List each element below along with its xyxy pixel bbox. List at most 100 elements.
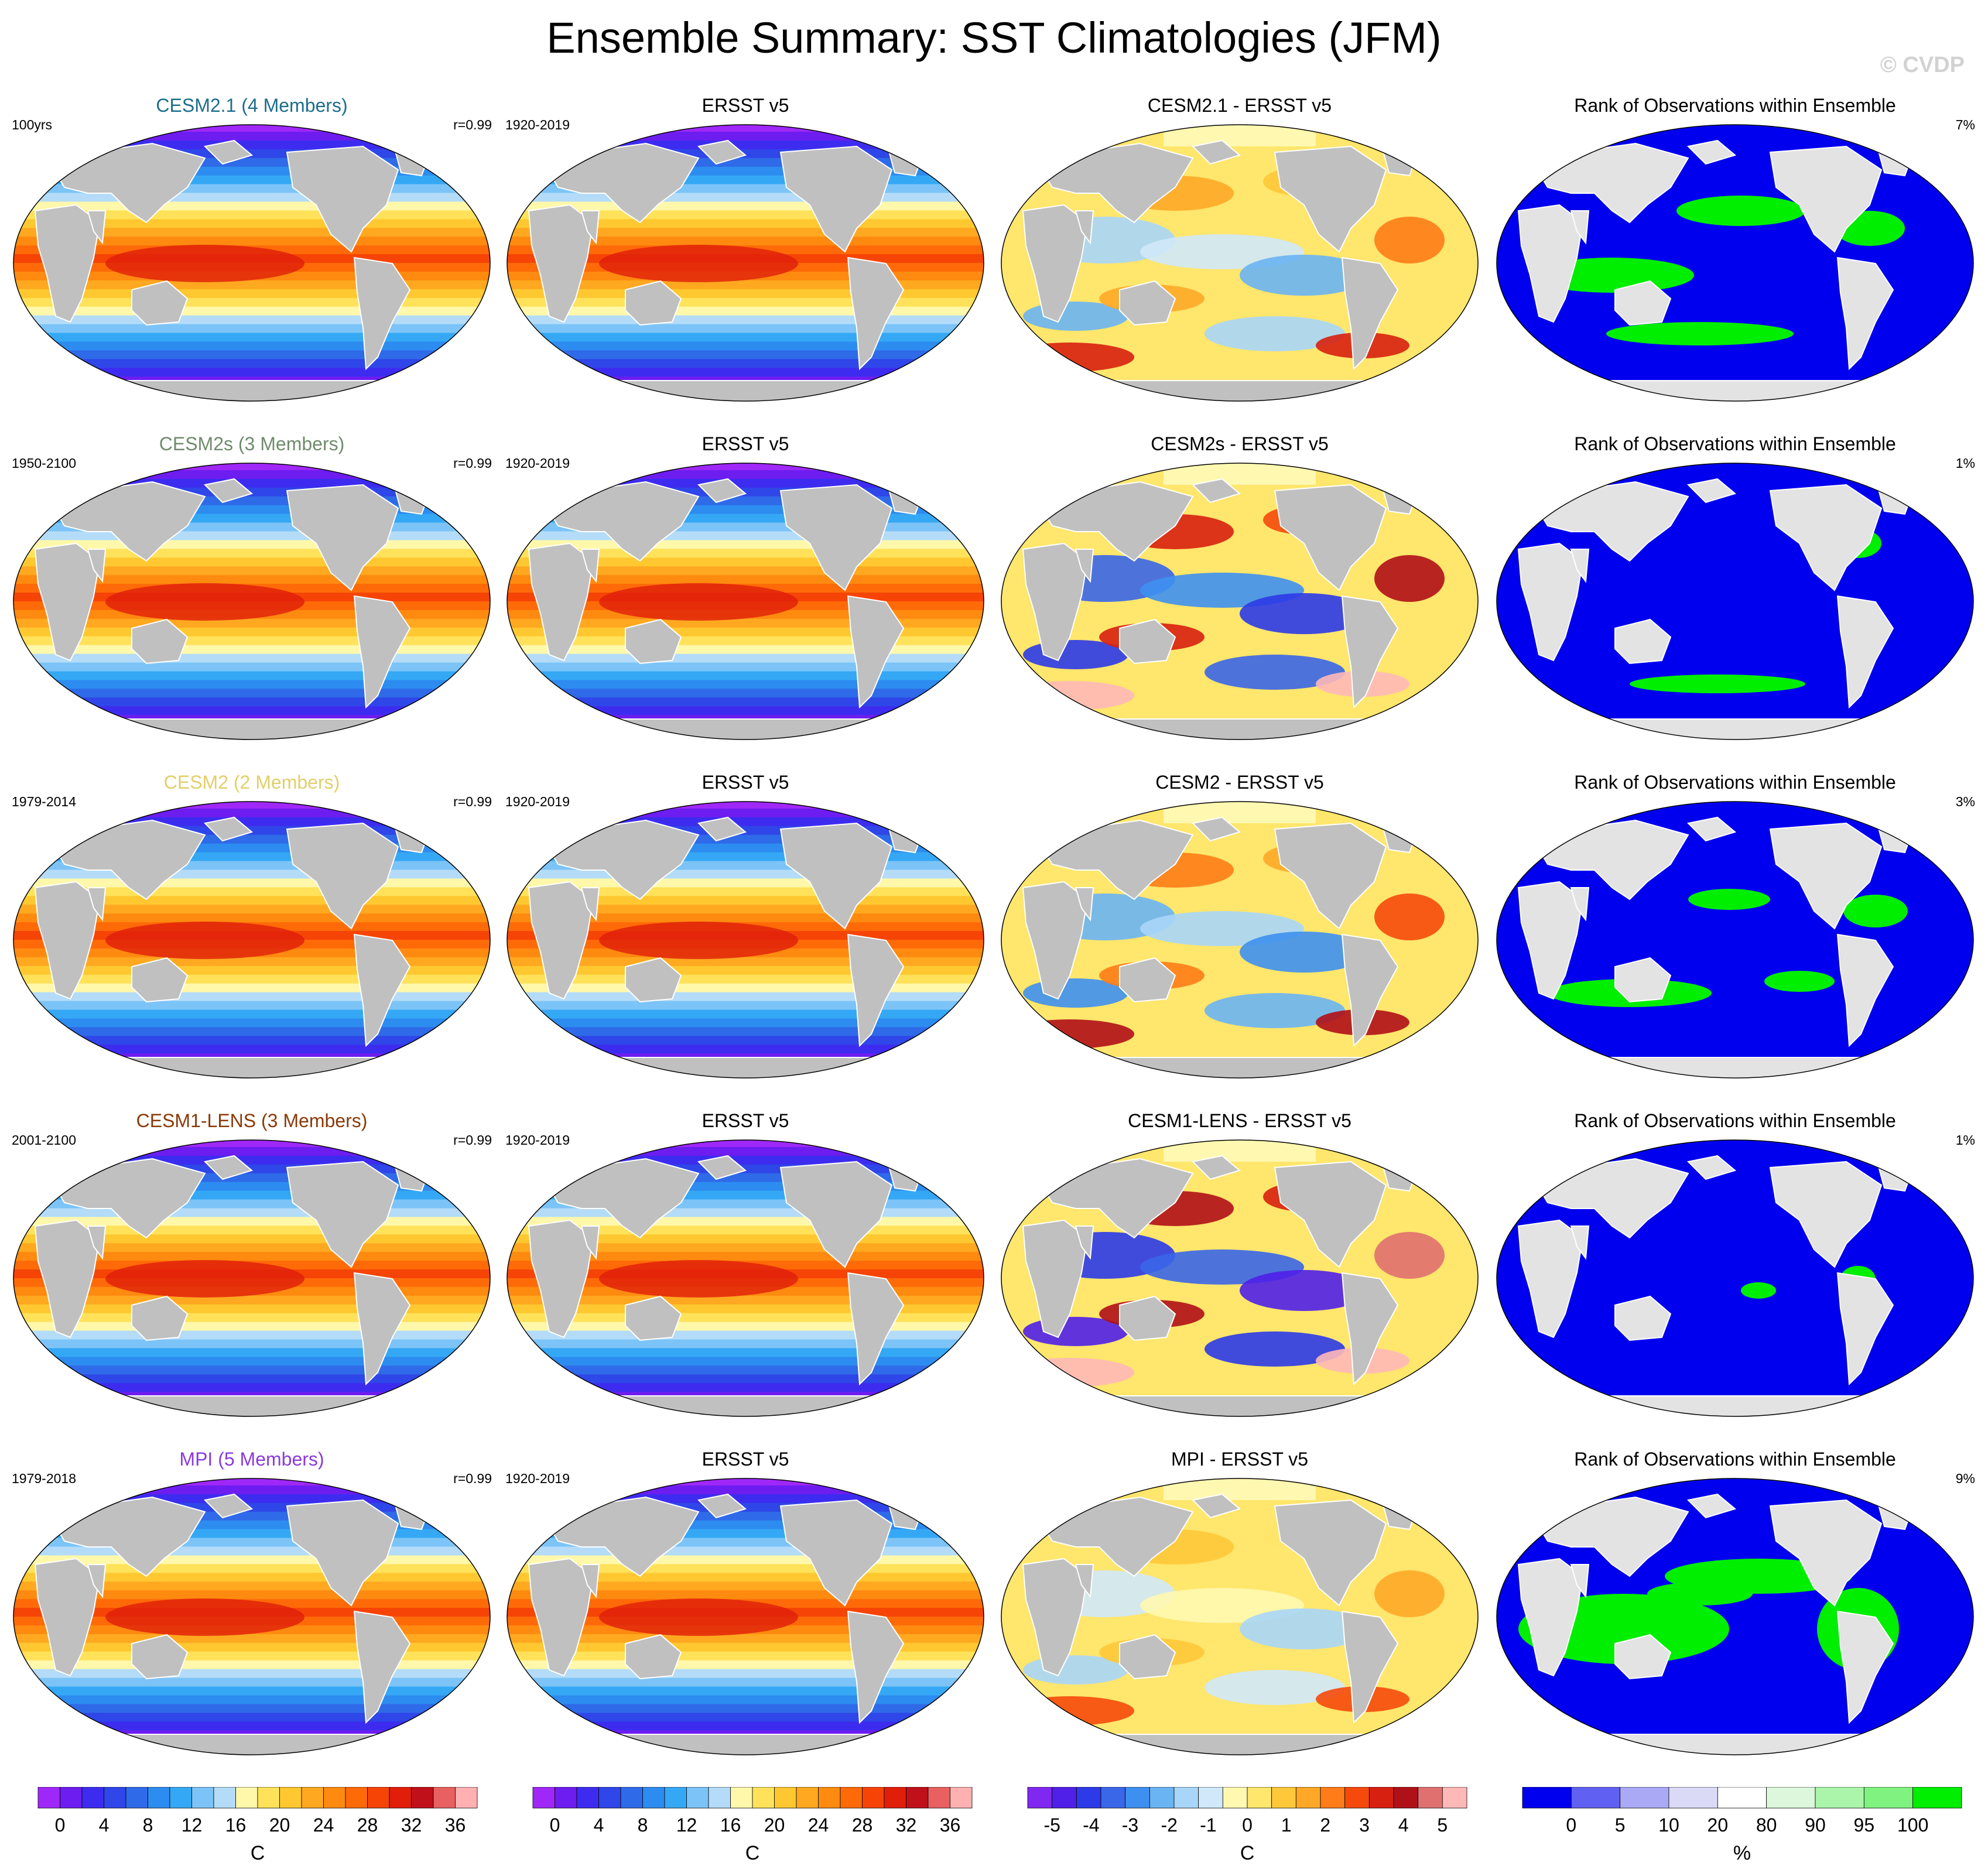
land-mask [580,210,600,245]
colorbar-tick-label: 36 [940,1815,961,1836]
land-mask [286,822,399,930]
land-mask [1075,1225,1094,1260]
anomaly-region [1374,1570,1445,1617]
land-mask [286,145,399,253]
land-mask [13,1734,490,1755]
land-mask [507,1395,984,1416]
diff-panel: CESM2s - ERSST v5 [1000,432,1480,747]
colorbar-swatch [433,1787,456,1809]
land-mask [1517,881,1584,1000]
land-mask [779,822,893,930]
colorbar-swatch [1320,1787,1346,1809]
sst-band [507,131,984,141]
land-mask [1022,1219,1089,1338]
model-map [13,124,491,402]
colorbar-swatch [1863,1787,1914,1809]
arctic-region [1164,1478,1316,1500]
panel-title: Rank of Observations within Ensemble [1574,1449,1896,1470]
rank-region [1676,196,1805,226]
colorbar-swatch [906,1787,929,1809]
warm-pool [105,245,304,282]
land-mask [580,1564,600,1598]
colorbar-swatch [1247,1787,1272,1809]
sst-band [13,1651,490,1661]
land-mask [1001,718,1478,740]
colorbar-tick-label: -1 [1200,1815,1216,1836]
colorbar-tick-label: 4 [99,1815,110,1836]
land-mask [847,933,905,1047]
sst-band [13,1045,490,1055]
sst-band [507,974,984,984]
sst-band [13,671,490,681]
land-mask [34,204,101,323]
map-outline [1001,801,1479,1079]
sst-band [507,1651,984,1661]
colorbar-tick-label: 10 [1658,1815,1679,1836]
land-mask [1001,1057,1478,1078]
land-mask [847,595,905,709]
land-mask [1836,256,1894,371]
sst-band [507,1502,984,1512]
model-panel: MPI (5 Members) 1979-2018 r=0.99 [12,1447,492,1762]
land-mask [1022,204,1089,323]
land-mask [1517,204,1584,323]
colorbar-tick-label: 4 [594,1815,604,1836]
anomaly-region [1240,932,1368,973]
land-mask [131,280,189,326]
land-mask [1614,957,1672,1003]
sst-band [507,689,984,699]
colorbar-tick-label: -2 [1161,1815,1177,1836]
colorbar-swatch [1717,1787,1767,1809]
colorbar-tick-label: 16 [720,1815,741,1836]
sst-band [13,1721,490,1731]
diff-map [1001,1139,1479,1417]
sst-band [13,1669,490,1679]
land-mask [1341,256,1399,371]
sst-band [507,680,984,690]
colorbar-swatch [323,1787,346,1809]
panel-title: CESM1-LENS (3 Members) [136,1110,368,1131]
rank-map [1496,801,1974,1079]
map-outline [1001,1139,1479,1417]
warm-pool [599,245,798,282]
land-mask [507,380,984,401]
map-outline [507,801,984,1079]
sst-band [507,662,984,672]
sst-band [13,983,490,993]
land-mask [87,1564,107,1598]
colorbar-swatch [1222,1787,1248,1809]
sst-band [507,566,984,576]
colorbar-tick-label: 5 [1615,1815,1626,1836]
obs-panel: ERSST v5 1920-2019 [505,94,986,409]
colorbar-tick-label: 12 [182,1815,203,1836]
rank-panel: Rank of Observations within Ensemble 3% [1495,771,1975,1086]
colorbar-tick-label: 3 [1359,1815,1370,1836]
colorbar-swatch [686,1787,709,1809]
land-mask [1022,881,1089,1000]
land-mask [779,145,893,253]
rank-region [1843,895,1908,927]
colorbar-swatch [1149,1787,1175,1809]
sst-band [13,1348,490,1358]
land-mask [779,1160,893,1268]
panel-period-label: 1920-2019 [505,117,570,132]
land-mask [203,478,254,504]
land-mask [1769,145,1883,253]
sst-band [13,662,490,672]
map-outline [1496,801,1974,1079]
land-mask [87,887,107,922]
sst-band [13,566,490,576]
rank-map [1496,463,1974,740]
sst-band [13,1546,490,1556]
anomaly-region [1005,681,1134,710]
colorbar-swatch [1295,1787,1321,1809]
panel-period-label: 1920-2019 [505,794,570,809]
sst-band [13,1502,490,1512]
sst-band [13,974,490,984]
panel-title: CESM2 (2 Members) [163,772,340,793]
land-mask [131,957,189,1003]
sst-band [13,1208,490,1218]
colorbar-swatch [235,1787,258,1809]
land-mask [34,881,101,1000]
sst-band [13,1365,490,1375]
